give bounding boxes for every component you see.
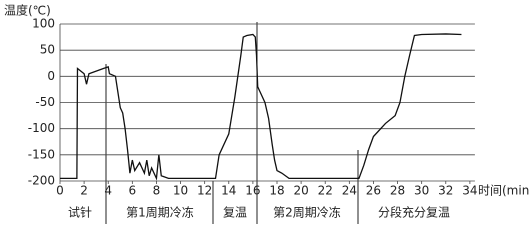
y-tick-label: -100 (28, 121, 55, 135)
x-tick-label: 20 (293, 184, 308, 198)
y-tick-label: -200 (28, 174, 55, 188)
x-tick-label: 30 (414, 184, 429, 198)
x-tick-label: 2 (80, 184, 88, 198)
x-tick-label: 4 (104, 184, 112, 198)
x-tick-label: 14 (221, 184, 236, 198)
x-tick-label: 24 (342, 184, 357, 198)
x-tick-label: 6 (129, 184, 137, 198)
y-tick-label: 100 (32, 17, 55, 31)
y-tick-label: 0 (47, 69, 55, 83)
chart: 温度(℃) 时间(min) 试针 第1周期冷冻 复温 第2周期冷冻 分段充分复温… (4, 3, 530, 224)
x-tick-label: 10 (173, 184, 188, 198)
x-tick-label: 34 (462, 184, 477, 198)
x-tick-label: 32 (438, 184, 453, 198)
phase-label: 试针 (68, 205, 92, 220)
x-tick-label: 26 (366, 184, 381, 198)
phase-label: 分段充分复温 (378, 205, 450, 220)
x-tick-label: 0 (56, 184, 64, 198)
y-tick-label: -50 (35, 95, 55, 109)
phase-label: 第1周期冷冻 (126, 205, 194, 220)
x-tick-label: 22 (318, 184, 333, 198)
x-tick-label: 8 (153, 184, 161, 198)
phase-label: 第2周期冷冻 (273, 205, 341, 220)
temperature-line (60, 33, 462, 181)
y-axis-label: 温度(℃) (4, 3, 51, 18)
x-tick-label: 28 (390, 184, 405, 198)
phase-label: 复温 (223, 206, 247, 220)
x-tick-label: 12 (197, 184, 212, 198)
y-tick-label: 50 (40, 43, 55, 57)
x-tick-label: 16 (245, 184, 260, 198)
x-tick-label: 18 (269, 184, 284, 198)
y-tick-label: -150 (28, 147, 55, 161)
x-axis-label: 时间(min) (478, 184, 530, 198)
